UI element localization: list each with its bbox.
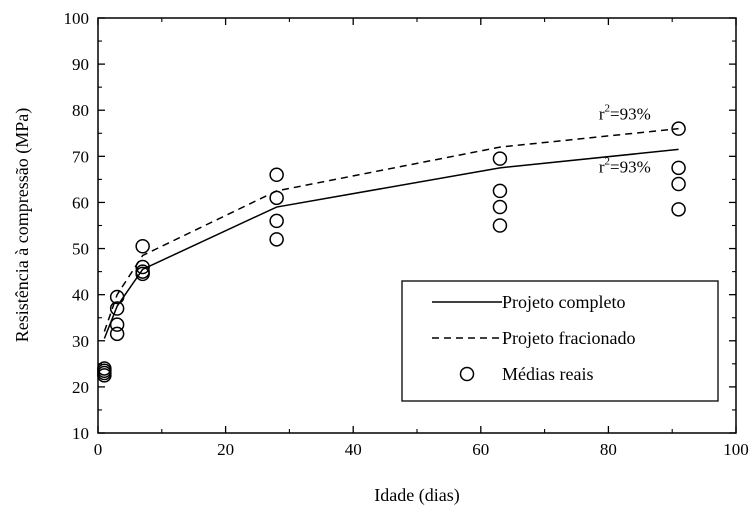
series-line-0 [103,148,679,339]
data-point [492,218,508,233]
axis-ticks: 0 20 40 60 80 100 10 20 30 40 50 60 70 80 90 100 [64,9,749,459]
data-point [269,232,284,247]
x-tick-label: 40 [345,440,362,459]
data-point [109,317,125,332]
legend-marker [459,366,475,382]
y-tick-label: 90 [72,55,89,74]
data-point [109,301,125,316]
x-tick-label: 100 [723,440,749,459]
y-tick-label: 20 [72,378,89,397]
y-tick-label: 100 [64,9,90,28]
legend-box [401,280,719,402]
data-point [492,199,508,215]
series-lines [103,127,679,339]
data-point [135,259,150,275]
series-line-1 [103,127,679,332]
r-squared-annotation: r2=93% [599,102,651,123]
data-point [671,160,686,176]
legend-label-2: Médias reais [502,364,593,384]
data-point [269,167,284,183]
legend: Projeto completo Projeto fracionado Médias… [401,280,719,402]
x-tick-label: 0 [94,440,103,459]
data-point [671,176,686,192]
x-tick-label: 80 [600,440,617,459]
data-point [109,326,125,342]
y-tick-label: 50 [72,240,89,259]
y-tick-label: 30 [72,332,89,351]
legend-label-1: Projeto fracionado [502,328,635,348]
data-point [135,239,150,254]
r-squared-annotation: r2=93% [599,155,651,176]
y-tick-label: 40 [72,286,89,305]
y-tick-label: 60 [72,193,89,212]
y-tick-label: 10 [72,424,89,443]
data-point [671,202,686,217]
y-axis-label: Resistência à compressão (MPa) [12,108,33,342]
data-point [269,190,284,206]
scatter-points [97,121,686,383]
data-point [671,121,686,136]
data-point [269,213,284,229]
x-axis-label: Idade (dias) [374,485,459,506]
y-tick-label: 70 [72,147,89,166]
x-tick-label: 20 [217,440,234,459]
data-point [109,289,125,305]
data-point [492,183,508,199]
data-point [135,264,150,279]
legend-label-0: Projeto completo [502,292,625,312]
y-tick-label: 80 [72,101,89,120]
data-point [97,361,112,376]
x-tick-label: 60 [472,440,489,459]
data-point [492,151,508,166]
annotations: r2=93% r2=93% [599,102,651,176]
